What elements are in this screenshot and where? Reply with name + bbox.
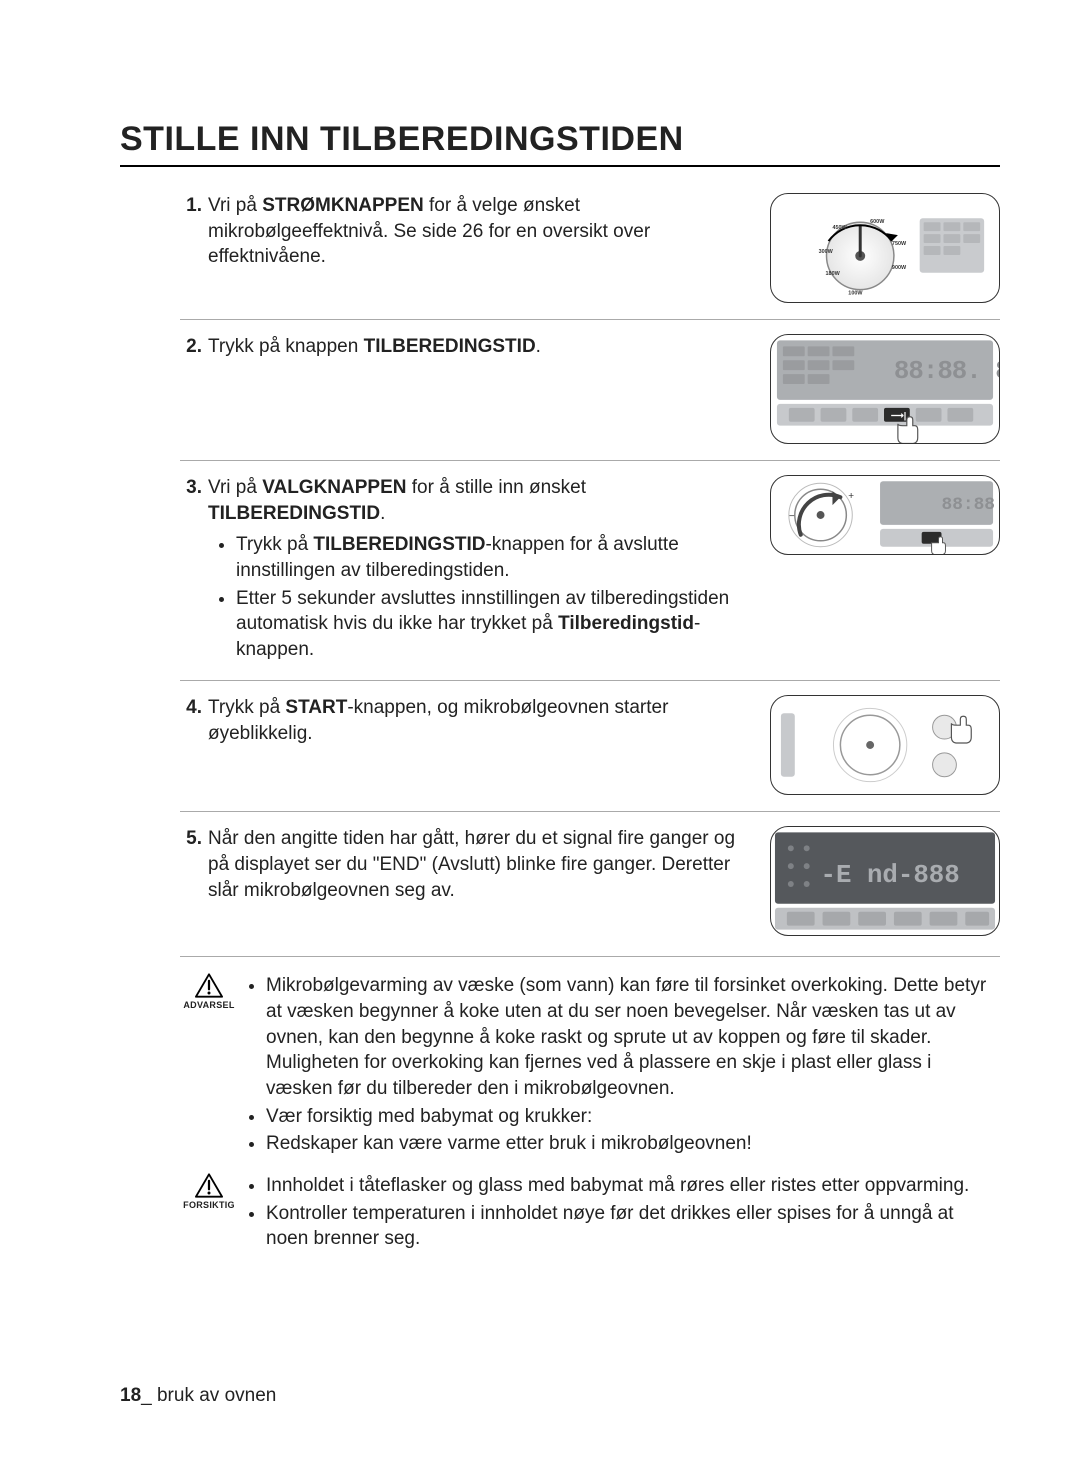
bullet: Etter 5 sekunder avsluttes innstillingen… (236, 586, 746, 663)
step-number: 4. (180, 695, 202, 721)
illustration-power-dial: 180W 300W 450W 600W 750W 900W 100W (770, 193, 1000, 303)
page-title: STILLE INN TILBEREDINGSTIDEN (120, 120, 1000, 167)
svg-text:750W: 750W (892, 241, 907, 247)
warning-icon-col: FORSIKTIG (180, 1173, 238, 1210)
page-footer: 18_ bruk av ovnen (120, 1385, 276, 1407)
svg-text:⟶|: ⟶| (891, 411, 906, 421)
bullet: Mikrobølgevarming av væske (som vann) ka… (266, 973, 1000, 1101)
warnings-section: ADVARSEL Mikrobølgevarming av væske (som… (180, 956, 1000, 1253)
footer-label: _ bruk av ovnen (141, 1385, 276, 1406)
svg-text:900W: 900W (892, 265, 907, 271)
bullet: Innholdet i tåteflasker og glass med bab… (266, 1173, 1000, 1199)
warning-forsiktig: FORSIKTIG Innholdet i tåteflasker og gla… (180, 1173, 1000, 1254)
svg-text:−: − (789, 511, 795, 522)
steps-list: 1. Vri på STRØMKNAPPEN for å velge ønske… (180, 185, 1000, 948)
warning-bullets: Mikrobølgevarming av væske (som vann) ka… (266, 973, 1000, 1158)
warning-advarsel: ADVARSEL Mikrobølgevarming av væske (som… (180, 973, 1000, 1158)
illustration-end-display: -E nd-888 (770, 826, 1000, 936)
step-number: 1. (180, 193, 202, 219)
step-number: 3. (180, 475, 202, 501)
step-text: 3. Vri på VALGKNAPPEN for å stille inn ø… (180, 475, 746, 664)
step-text: 2. Trykk på knappen TILBEREDINGSTID. (180, 334, 746, 360)
step-body: Vri på STRØMKNAPPEN for å velge ønsket m… (208, 193, 746, 270)
svg-text:450W: 450W (832, 225, 847, 231)
warning-label: ADVARSEL (183, 1000, 234, 1010)
warning-label: FORSIKTIG (183, 1200, 235, 1210)
illustration-start-press (770, 695, 1000, 795)
caution-icon (195, 1173, 223, 1198)
svg-text:+: + (848, 491, 854, 502)
step-body: Trykk på knappen TILBEREDINGSTID. (208, 334, 746, 360)
step-body: Trykk på START-knappen, og mikrobølgeovn… (208, 695, 746, 746)
step-1: 1. Vri på STRØMKNAPPEN for å velge ønske… (180, 185, 1000, 315)
warning-bullets: Innholdet i tåteflasker og glass med bab… (266, 1173, 1000, 1254)
illustration-select-dial: − + 88:88 (770, 475, 1000, 555)
step-number: 5. (180, 826, 202, 852)
step-body: Når den angitte tiden har gått, hører du… (208, 826, 746, 903)
step-text: 4. Trykk på START-knappen, og mikrobølge… (180, 695, 746, 746)
seven-seg-display: -E nd-888 (821, 861, 960, 890)
bullet: Kontroller temperaturen i innholdet nøye… (266, 1201, 1000, 1252)
seven-seg-display: 88:88. 888 (894, 357, 999, 386)
svg-text:180W: 180W (826, 271, 841, 277)
step-4: 4. Trykk på START-knappen, og mikrobølge… (180, 680, 1000, 807)
illustration-display-press: 88:88. 888 ⟶| (770, 334, 1000, 444)
bullet: Redskaper kan være varme etter bruk i mi… (266, 1131, 1000, 1157)
bullet: Vær forsiktig med babymat og krukker: (266, 1104, 1000, 1130)
svg-text:600W: 600W (870, 219, 885, 225)
warning-icon (195, 973, 223, 998)
page-number: 18 (120, 1385, 141, 1406)
step-2: 2. Trykk på knappen TILBEREDINGSTID. 88:… (180, 319, 1000, 456)
step-bullets: Trykk på TILBEREDINGSTID-knappen for å a… (236, 532, 746, 662)
step-lead: Vri på VALGKNAPPEN for å stille inn ønsk… (208, 477, 586, 524)
warning-icon-col: ADVARSEL (180, 973, 238, 1010)
step-text: 5. Når den angitte tiden har gått, hører… (180, 826, 746, 903)
step-text: 1. Vri på STRØMKNAPPEN for å velge ønske… (180, 193, 746, 270)
step-3: 3. Vri på VALGKNAPPEN for å stille inn ø… (180, 460, 1000, 676)
seven-seg-display: 88:88 (942, 495, 996, 515)
document-page: STILLE INN TILBEREDINGSTIDEN 1. Vri på S… (0, 0, 1080, 1477)
svg-text:300W: 300W (819, 249, 834, 255)
bullet: Trykk på TILBEREDINGSTID-knappen for å a… (236, 532, 746, 583)
step-number: 2. (180, 334, 202, 360)
svg-text:100W: 100W (848, 291, 863, 297)
power-dial-graphic: 180W 300W 450W 600W 750W 900W 100W (819, 218, 985, 296)
step-body: Vri på VALGKNAPPEN for å stille inn ønsk… (208, 475, 746, 664)
step-5: 5. Når den angitte tiden har gått, hører… (180, 811, 1000, 948)
